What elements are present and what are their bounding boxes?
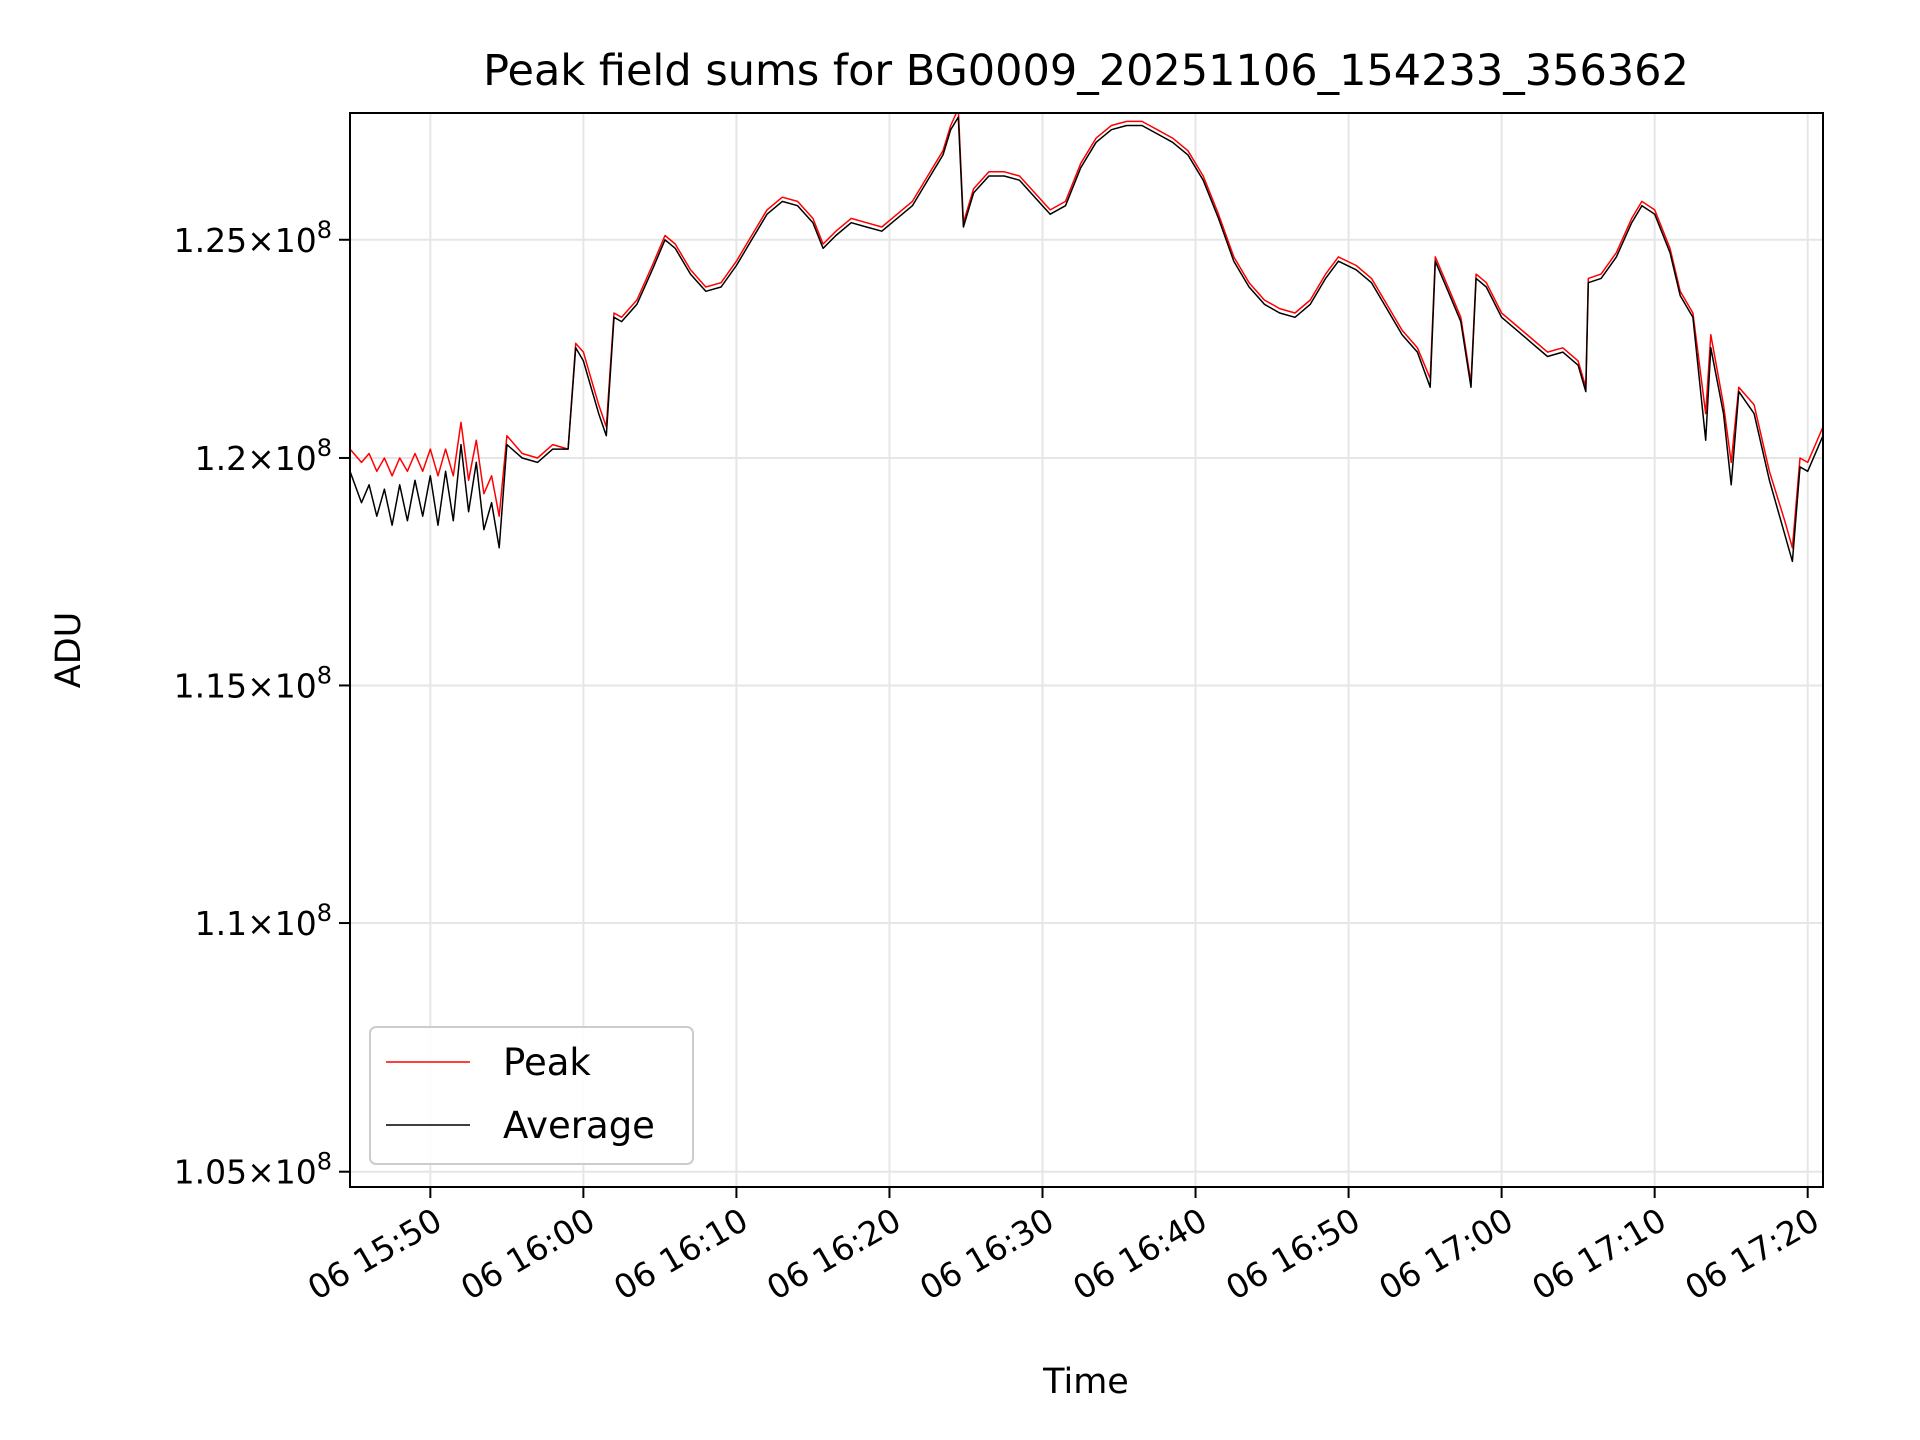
y-tick-label: 1.05×108 [174,1148,332,1192]
y-tick-exponent: 8 [317,434,332,462]
y-tick-mantissa: 1.2×10 [195,439,317,478]
legend-label-peak: Peak [503,1041,591,1084]
series-line-average [350,116,1823,563]
y-tick-exponent: 8 [317,216,332,244]
y-tick-exponent: 8 [317,899,332,927]
y-tick-label: 1.2×108 [195,434,332,478]
y-axis-label: ADU [49,612,89,689]
y-tick-exponent: 8 [317,1148,332,1176]
y-tick-mantissa: 1.15×10 [174,666,317,705]
plot-frame [349,112,1824,1188]
y-tick-label: 1.1×108 [195,899,332,943]
grid [350,113,1823,1187]
y-tick-label: 1.15×108 [174,661,332,705]
y-tick-exponent: 8 [317,661,332,689]
legend-label-average: Average [503,1104,655,1147]
legend: Peak Average [369,1026,694,1165]
y-tick-mantissa: 1.25×10 [174,221,317,260]
plot-lines [350,113,1823,563]
x-axis-label: Time [1042,1362,1129,1402]
y-tick-label: 1.25×108 [174,216,332,260]
chart-title: Peak field sums for BG0009_20251106_1542… [483,46,1689,96]
y-tick-mantissa: 1.05×10 [174,1153,317,1192]
series-line-peak [350,113,1823,549]
y-tick-mantissa: 1.1×10 [195,904,317,943]
